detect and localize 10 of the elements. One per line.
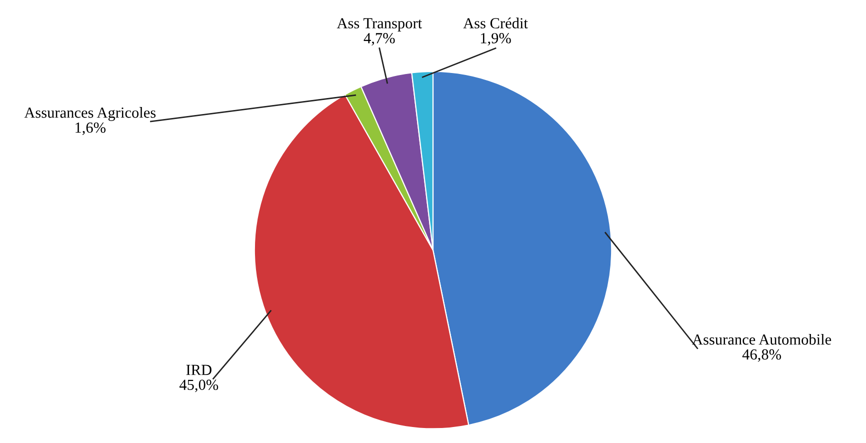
data-label: 46,8% xyxy=(742,349,782,362)
data-label: 1,9% xyxy=(480,33,511,46)
slice-label: Ass Crédit xyxy=(463,18,528,28)
slice-label: Ass Transport xyxy=(336,18,422,32)
data-label: 1,6% xyxy=(76,122,106,135)
slice-label: Assurances Agricoles xyxy=(24,107,156,121)
data-label: 4,7% xyxy=(364,33,395,46)
slice-label: IRD xyxy=(186,364,212,375)
data-label: 45,0% xyxy=(179,380,218,392)
slice-label: Assurance Automobile xyxy=(692,334,832,345)
